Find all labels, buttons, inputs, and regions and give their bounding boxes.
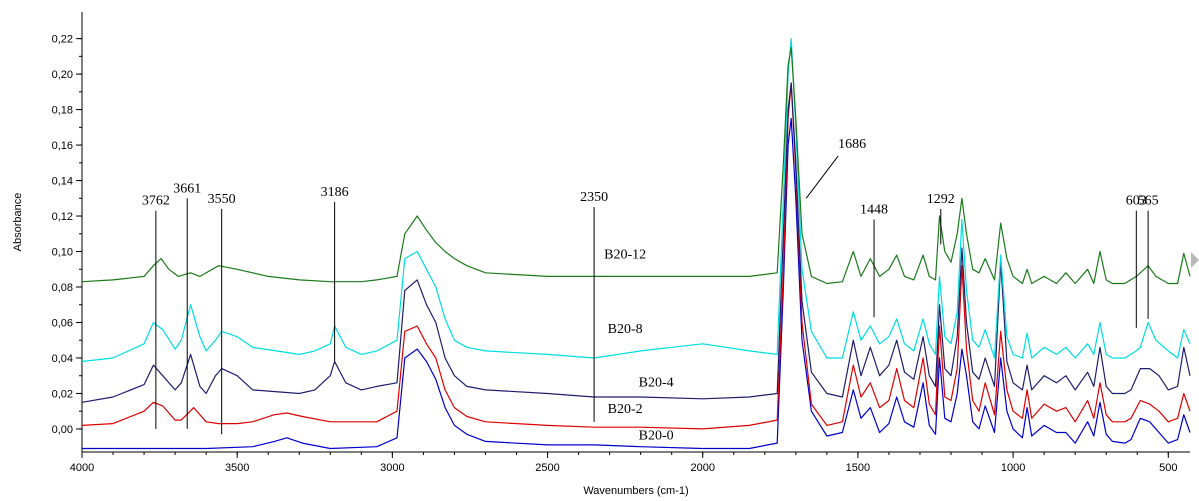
y-axis-title: Absorbance — [12, 193, 24, 252]
x-axis-title: Wavenumbers (cm-1) — [583, 485, 688, 497]
series-label: B20-8 — [608, 322, 643, 337]
x-tick-label: 4000 — [70, 462, 94, 474]
series-label: B20-12 — [604, 248, 646, 263]
y-tick-label: 0,18 — [52, 105, 73, 117]
x-tick-label: 3000 — [380, 462, 404, 474]
peak-label: 3550 — [208, 192, 236, 207]
peak-label: 565 — [1138, 194, 1159, 209]
series-line-b20-12 — [81, 46, 1191, 285]
y-tick-label: 0,14 — [52, 176, 73, 188]
x-tick-label: 500 — [1159, 462, 1177, 474]
peak-label: 603 — [1126, 194, 1147, 209]
series-line-b20-8 — [81, 38, 1191, 363]
x-tick-label: 1500 — [846, 462, 870, 474]
series-label: B20-0 — [639, 429, 674, 444]
plot-area: 0,00 0,02 0,04 0,06 0,08 0,10 0,12 0,14 0,16 0,18… — [52, 12, 1191, 474]
peak-label: 1686 — [838, 137, 866, 152]
series-label: B20-4 — [639, 375, 674, 390]
peak-label: 2350 — [580, 190, 608, 205]
series-line-b20-0 — [82, 117, 1191, 450]
peak-label: 3762 — [142, 194, 170, 209]
scroll-handle-icon[interactable] — [1191, 252, 1199, 268]
y-tick-label: 0,20 — [52, 69, 73, 81]
y-tick-label: 0,02 — [52, 388, 73, 400]
peak-label: 1292 — [927, 192, 955, 207]
y-tick-label: 0,12 — [52, 211, 73, 223]
peak-marker-line — [805, 155, 839, 199]
series-label: B20-2 — [608, 402, 643, 417]
y-tick-label: 0,00 — [52, 424, 73, 436]
y-tick-label: 0,22 — [52, 34, 73, 46]
x-tick-label: 2500 — [535, 462, 559, 474]
x-tick-label: 3500 — [225, 462, 249, 474]
x-tick-label: 1000 — [1001, 462, 1025, 474]
x-tick-label: 2000 — [690, 462, 714, 474]
y-tick-label: 0,06 — [52, 317, 73, 329]
series-line-b20-2 — [81, 82, 1191, 430]
peak-label: 1448 — [860, 203, 888, 218]
series-line-b20-4 — [81, 82, 1191, 403]
y-tick-label: 0,04 — [52, 353, 73, 365]
y-tick-label: 0,16 — [52, 140, 73, 152]
y-tick-label: 0,10 — [52, 247, 73, 259]
y-tick-label: 0,08 — [52, 282, 73, 294]
peak-label: 3661 — [173, 181, 201, 196]
peak-label: 3186 — [321, 185, 349, 200]
